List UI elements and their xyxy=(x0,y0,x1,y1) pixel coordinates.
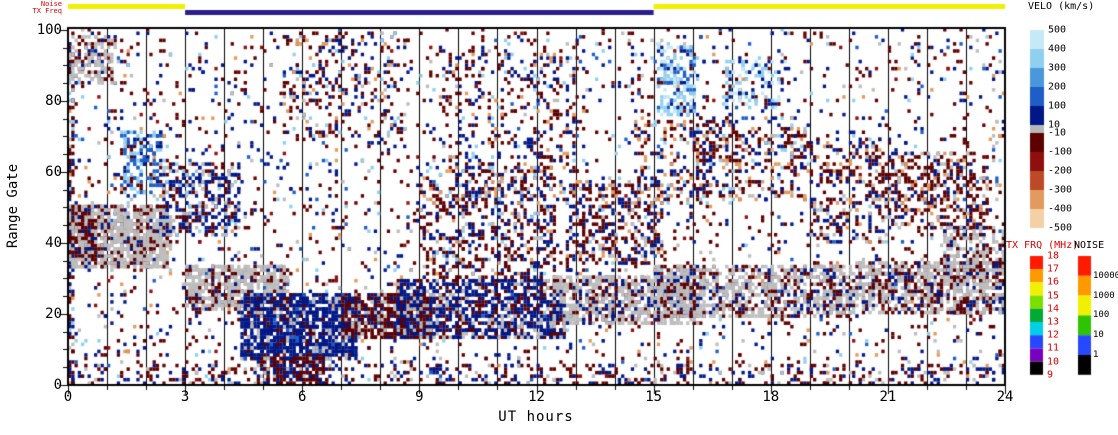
x-tick-label: 9 xyxy=(415,389,424,405)
txfrq-scale-value: 15 xyxy=(1047,290,1060,302)
y-tick-label: 20 xyxy=(45,305,62,322)
x-tick-label: 0 xyxy=(63,389,73,405)
velocity-scale-value: -10 xyxy=(1048,127,1067,139)
velocity-scale-value: -100 xyxy=(1048,146,1073,158)
velocity-scale-value: 100 xyxy=(1048,100,1067,112)
velocity-scale-value: -200 xyxy=(1048,165,1073,177)
txfrq-scale-value: 9 xyxy=(1047,369,1054,381)
txfrq-scale-value: 10 xyxy=(1047,356,1060,368)
velocity-colorbar-title: VELO (km/s) xyxy=(1028,1,1095,12)
txfrq-scale-value: 18 xyxy=(1047,250,1060,262)
txfrq-colorbar-title: TX FRQ (MHz) xyxy=(1006,240,1079,251)
noise-scale-value: 10000 xyxy=(1093,270,1118,281)
noise-colorbar-title: NOISE xyxy=(1074,240,1105,251)
txfrq-scale-value: 14 xyxy=(1047,303,1060,315)
velocity-scale-value: 200 xyxy=(1048,81,1067,93)
txfrq-scale-value: 12 xyxy=(1047,329,1060,341)
noise-scale-value: 1 xyxy=(1093,350,1099,360)
x-tick-label: 6 xyxy=(298,389,307,405)
txfrq-scale-value: 13 xyxy=(1047,316,1060,328)
velocity-scale-value: -300 xyxy=(1048,184,1073,196)
x-tick-label: 3 xyxy=(180,389,190,405)
txfrq-scale-value: 16 xyxy=(1047,276,1060,288)
x-tick-label: 12 xyxy=(528,389,545,405)
x-tick-label: 18 xyxy=(762,389,780,405)
txfreq-bar-label: TX Freq xyxy=(32,7,62,15)
x-axis-title: UT hours xyxy=(498,409,574,425)
y-tick-label: 0 xyxy=(53,377,62,393)
velocity-scale-value: -500 xyxy=(1048,222,1073,234)
velocity-scale-value: -400 xyxy=(1048,203,1073,215)
velocity-scale-value: 10 xyxy=(1048,119,1061,131)
x-tick-label: 15 xyxy=(645,389,663,405)
x-tick-label: 24 xyxy=(996,389,1014,405)
y-tick-label: 100 xyxy=(36,21,62,38)
noise-scale-value: 100 xyxy=(1093,310,1110,321)
velocity-scale-value: 500 xyxy=(1048,24,1067,36)
velocity-scale-value: 400 xyxy=(1048,43,1067,55)
y-tick-label: 40 xyxy=(45,234,62,251)
x-tick-label: 21 xyxy=(879,389,897,405)
velocity-scale-value: 300 xyxy=(1048,62,1067,74)
txfrq-scale-value: 11 xyxy=(1047,342,1060,354)
noise-bar-label: Noise xyxy=(40,0,62,8)
noise-scale-value: 10 xyxy=(1093,330,1104,341)
txfrq-scale-value: 17 xyxy=(1047,263,1060,275)
y-tick-label: 80 xyxy=(45,92,62,109)
noise-scale-value: 1000 xyxy=(1093,290,1115,301)
y-tick-label: 60 xyxy=(45,163,62,180)
